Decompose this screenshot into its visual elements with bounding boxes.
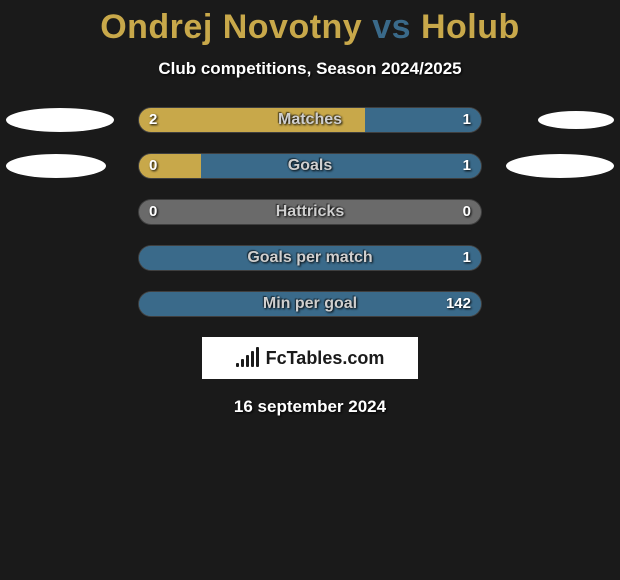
stat-bar: Hattricks0 0 (138, 199, 482, 225)
brand-badge: FcTables.com (202, 337, 418, 379)
stat-row: Min per goal142 (0, 291, 620, 319)
title-player2: Holub (421, 8, 520, 46)
date-label: 16 september 2024 (0, 397, 620, 417)
stat-bar: Goals per match1 (138, 245, 482, 271)
bar-right-fill (139, 246, 481, 270)
bar-left-fill (139, 154, 201, 178)
brand-text: FcTables.com (266, 348, 385, 369)
stat-row: Goals01 (0, 153, 620, 181)
stat-bar: Goals01 (138, 153, 482, 179)
title-player1: Ondrej Novotny (100, 8, 362, 46)
bar-right-fill (139, 292, 481, 316)
stat-bar: Min per goal142 (138, 291, 482, 317)
right-ellipse-icon (538, 111, 614, 129)
stat-value-left: 0 (149, 203, 157, 220)
stat-bar: Matches21 (138, 107, 482, 133)
left-ellipse-icon (6, 154, 106, 178)
stat-row: Matches21 (0, 107, 620, 135)
left-ellipse-icon (6, 108, 114, 132)
title-vs: vs (372, 8, 411, 46)
stat-row: Hattricks0 0 (0, 199, 620, 227)
stat-label: Hattricks (139, 203, 481, 221)
stat-row: Goals per match1 (0, 245, 620, 273)
bar-right-fill (365, 108, 481, 132)
bar-right-fill (201, 154, 481, 178)
right-ellipse-icon (506, 154, 614, 178)
brand-barchart-icon (236, 349, 260, 367)
bar-left-fill (139, 108, 365, 132)
subtitle: Club competitions, Season 2024/2025 (0, 59, 620, 79)
comparison-chart: Matches21 Goals01 Hattricks0 0 Goals per mat… (0, 107, 620, 319)
stat-value-right: 0 (463, 203, 471, 220)
page-title: Ondrej Novotny vs Holub (0, 0, 620, 47)
